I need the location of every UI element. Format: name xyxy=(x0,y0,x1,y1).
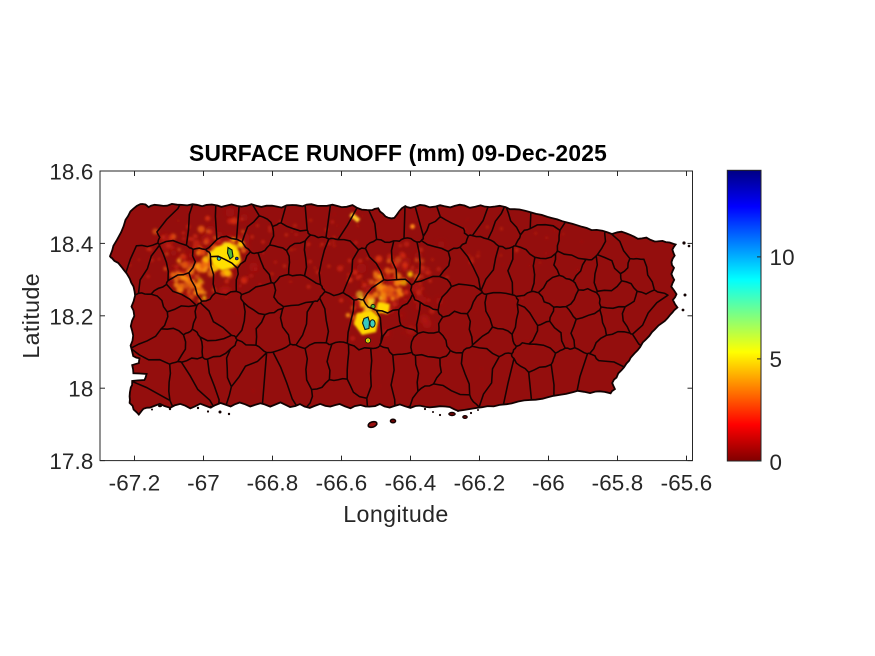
svg-text:Latitude: Latitude xyxy=(18,273,44,359)
svg-text:Longitude: Longitude xyxy=(343,501,448,527)
svg-text:-66.6: -66.6 xyxy=(316,471,368,496)
svg-text:18.6: 18.6 xyxy=(49,160,93,185)
svg-text:-67.2: -67.2 xyxy=(109,471,161,496)
svg-text:SURFACE RUNOFF (mm) 09-Dec-202: SURFACE RUNOFF (mm) 09-Dec-2025 xyxy=(189,140,607,166)
svg-text:18.2: 18.2 xyxy=(49,304,93,329)
svg-text:10: 10 xyxy=(770,245,795,270)
svg-text:18: 18 xyxy=(68,377,93,402)
svg-text:-66.2: -66.2 xyxy=(454,471,506,496)
svg-text:17.8: 17.8 xyxy=(49,449,93,474)
svg-text:18.4: 18.4 xyxy=(49,232,93,257)
svg-text:-65.6: -65.6 xyxy=(661,471,713,496)
svg-text:-66.8: -66.8 xyxy=(247,471,299,496)
svg-text:5: 5 xyxy=(770,347,783,372)
svg-text:-66: -66 xyxy=(532,471,565,496)
svg-text:0: 0 xyxy=(770,450,783,475)
svg-text:-67: -67 xyxy=(187,471,220,496)
svg-text:-66.4: -66.4 xyxy=(385,471,437,496)
svg-text:-65.8: -65.8 xyxy=(592,471,644,496)
